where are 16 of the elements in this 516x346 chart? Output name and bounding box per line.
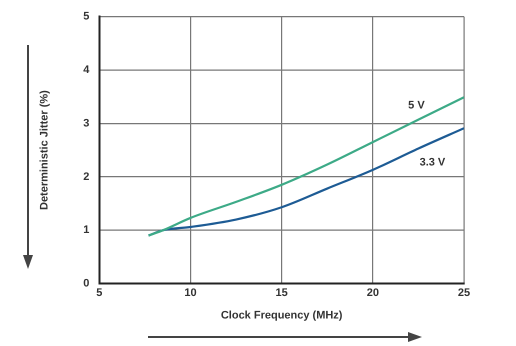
line-series [147,96,464,237]
series-label: 3.3 V [420,156,446,169]
x-tick-label: 10 [184,287,197,300]
x-tick-label: 15 [276,287,288,300]
x-tick-label: 20 [366,287,379,300]
series-label: 5 V [408,100,426,112]
y-tick-label: 3 [83,117,90,130]
x-tick-label: 5 [96,287,102,300]
y-tick-label: 2 [83,170,90,183]
y-tick-label: 1 [83,224,90,236]
y-tick-label: 4 [83,64,90,76]
y-axis-title: Deterministic Jitter (%) [38,90,51,210]
y-tick-label: 5 [83,10,90,23]
y-tick-label: 0 [83,278,90,290]
x-axis-title: Clock Frequency (MHz) [220,309,343,322]
x-tick-label: 25 [458,287,470,300]
